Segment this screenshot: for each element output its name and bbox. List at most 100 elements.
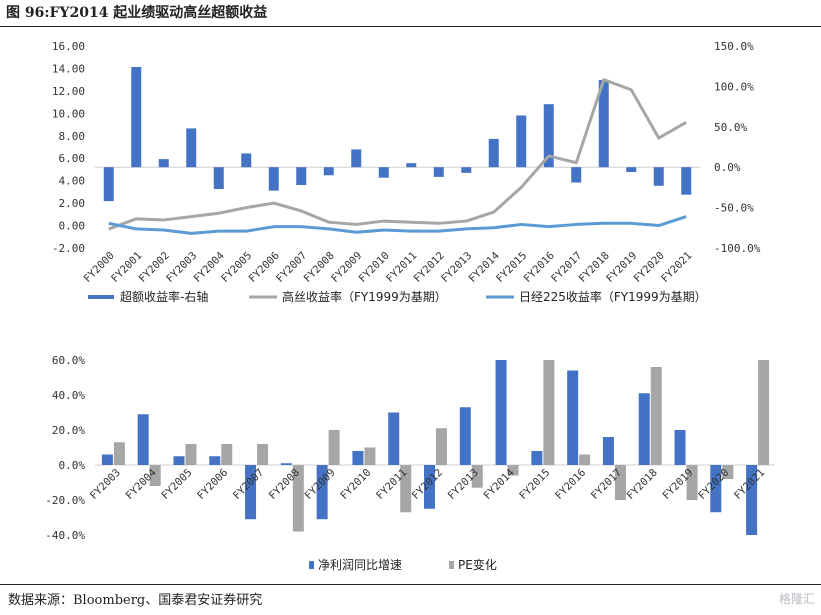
excess-return-bar (571, 167, 582, 183)
legend-label-pe: PE变化 (458, 557, 497, 572)
pe-change-bar (543, 360, 555, 465)
profit-growth-bar (424, 465, 435, 509)
left-tick-label: 6.00 (59, 152, 86, 165)
excess-return-bar (378, 167, 389, 178)
right-tick-label: 100.0% (714, 80, 754, 93)
pe-change-bar (436, 428, 447, 465)
pe-change-bar (507, 465, 519, 476)
title-rule (0, 26, 821, 27)
pe-change-bar (579, 454, 591, 465)
kose-return-line (108, 78, 687, 231)
pe-change-bar (758, 360, 770, 465)
category-label: FY2014 (481, 467, 516, 502)
legend-label-profit: 净利润同比增速 (318, 558, 402, 572)
excess-return-bar (103, 167, 114, 202)
profit-pe-chart: 60.0% 40.0% 20.0% 0.0% -20.0% -40.0% FY2003 FY… (45, 354, 775, 572)
profit-growth-bar (602, 437, 614, 465)
category-label: FY2006 (195, 467, 230, 502)
excess-return-bar (488, 138, 499, 168)
legend-swatch-pe (449, 561, 454, 569)
pe-change-bar (686, 465, 698, 500)
tick-label: 20.0% (52, 424, 85, 437)
profit-growth-bar (173, 456, 185, 465)
profit-growth-bar (280, 463, 292, 465)
category-label: FY2005 (159, 467, 194, 502)
excess-return-bar (681, 167, 692, 195)
excess-return-bar (158, 159, 169, 168)
nikkei-return-line (108, 215, 687, 235)
excess-return-bar (626, 167, 637, 173)
legend-swatch-excess (88, 295, 114, 299)
tick-label: 0.0% (59, 459, 86, 472)
pe-change-bar (364, 447, 376, 465)
right-tick-label: 150.0% (714, 40, 754, 53)
excess-return-bar (213, 167, 224, 190)
profit-growth-bar (531, 451, 543, 465)
excess-return-bar (433, 167, 444, 177)
pe-change-bar (185, 444, 197, 465)
right-tick-label: 0.0% (714, 161, 741, 174)
profit-growth-bar (388, 412, 400, 465)
excess-return-bar (461, 167, 472, 173)
profit-growth-bar (495, 360, 507, 465)
legend-label-kose: 高丝收益率（FY1999为基期） (282, 289, 447, 304)
excess-return-bar (598, 79, 609, 168)
right-tick-label: 50.0% (714, 121, 747, 134)
excess-return-bar (186, 128, 197, 168)
left-tick-label: -2.00 (52, 242, 85, 255)
left-tick-label: 16.00 (52, 40, 85, 53)
profit-growth-bar (245, 465, 257, 520)
pe-change-bar (149, 465, 161, 486)
profit-growth-bar (352, 451, 364, 465)
profit-growth-bar (101, 454, 113, 465)
source-note: 数据来源：Bloomberg、国泰君安证券研究 (8, 593, 263, 608)
chart1-lines (108, 78, 687, 235)
category-label: FY2021 (659, 250, 694, 285)
profit-growth-bar (137, 414, 149, 465)
tick-label: 60.0% (52, 354, 85, 367)
excess-return-bar (131, 67, 142, 168)
legend-label-nikkei: 日经225收益率（FY1999为基期） (519, 289, 707, 304)
pe-change-bar (257, 444, 269, 465)
profit-growth-bar (209, 456, 221, 465)
watermark-logo: 格隆汇 (778, 592, 815, 606)
profit-growth-bar (710, 465, 722, 513)
pe-change-bar (614, 465, 626, 500)
chart1-legend: 超额收益率-右轴 高丝收益率（FY1999为基期） 日经225收益率（FY1999为… (88, 289, 707, 304)
category-label: FY2018 (625, 467, 660, 502)
excess-return-bar (241, 153, 252, 168)
left-tick-label: 2.00 (59, 197, 86, 210)
profit-growth-bar (746, 465, 758, 535)
source-rule (0, 584, 821, 585)
excess-return-bar (543, 104, 554, 168)
category-label: FY2003 (88, 467, 123, 502)
pe-change-bar (113, 442, 125, 465)
left-tick-label: 14.00 (52, 62, 85, 75)
profit-growth-bar (316, 465, 328, 520)
category-label: FY2016 (553, 467, 588, 502)
legend-swatch-profit (309, 561, 314, 569)
profit-growth-bar (567, 370, 579, 465)
tick-label: -20.0% (45, 494, 85, 507)
excess-return-bar (653, 167, 664, 186)
category-label: FY2010 (338, 467, 373, 502)
left-tick-label: 0.00 (59, 220, 86, 233)
chart1-category-labels: FY2000FY2001FY2002FY2003FY2004FY2005FY20… (82, 250, 695, 285)
pe-change-bar (328, 430, 340, 465)
excess-return-bar (351, 149, 362, 168)
profit-growth-bar (674, 430, 686, 465)
pe-change-bar (650, 367, 662, 465)
pe-change-bar (221, 444, 233, 465)
tick-label: 40.0% (52, 389, 85, 402)
excess-return-bar (268, 167, 279, 191)
right-tick-label: -100.0% (714, 242, 761, 255)
category-label: FY2015 (517, 467, 552, 502)
profit-growth-bar (638, 393, 650, 465)
chart1-right-ticks: 150.0% 100.0% 50.0% 0.0% -50.0% -100.0% (714, 40, 761, 255)
left-tick-label: 10.00 (52, 107, 85, 120)
pe-change-bar (400, 465, 412, 513)
profit-growth-bar (459, 407, 471, 465)
legend-label-excess: 超额收益率-右轴 (120, 289, 208, 304)
figure-title: 图 96:FY2014 起业绩驱动高丝超额收益 (6, 5, 268, 21)
left-tick-label: 4.00 (59, 175, 86, 188)
